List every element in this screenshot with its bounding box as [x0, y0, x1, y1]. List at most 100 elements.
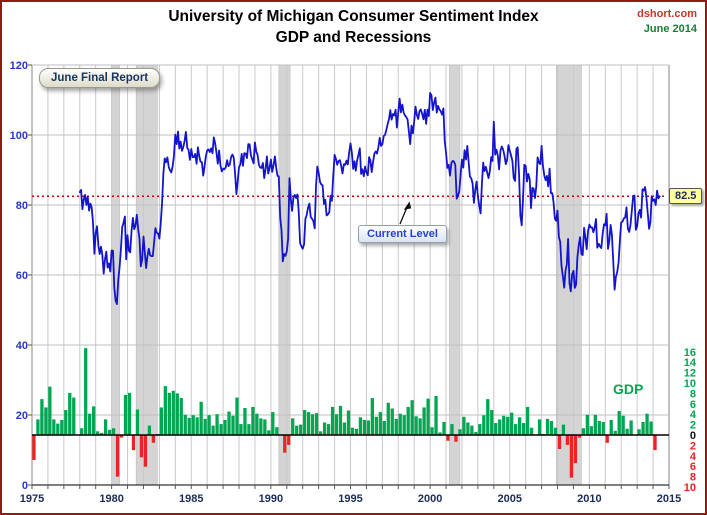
gdp-bar-negative [143, 435, 148, 467]
gdp-bar-positive [386, 402, 390, 435]
gdp-bar-positive [183, 414, 187, 435]
source-attribution: dshort.com June 2014 [637, 7, 697, 37]
gdp-bar-positive [92, 406, 96, 435]
gdp-bar-positive [645, 413, 649, 435]
gdp-bar-positive [84, 348, 88, 435]
gdp-bar-positive [641, 422, 645, 435]
right-axis-tick-label: 6 [690, 461, 696, 473]
gdp-bar-positive [291, 418, 295, 435]
gdp-bar-positive [103, 419, 108, 435]
right-axis-tick-label: 8 [690, 472, 696, 484]
gdp-bar-positive [382, 420, 386, 435]
gdp-bar-positive [299, 424, 303, 435]
gdp-bar-negative [119, 435, 124, 438]
right-axis-tick-label: 12 [684, 368, 696, 380]
right-axis-tick-label: 10 [684, 482, 696, 494]
gdp-bar-positive [295, 425, 299, 435]
x-axis-tick-label: 1980 [99, 493, 123, 505]
gdp-bar-positive [649, 421, 653, 435]
gdp-bar-positive [219, 424, 223, 435]
gdp-bar-positive [549, 420, 554, 435]
gdp-bar-positive [88, 413, 92, 435]
gdp-bar-positive [40, 399, 44, 435]
gdp-bar-positive [259, 418, 263, 435]
gdp-bar-positive [123, 394, 128, 435]
gdp-bar-positive [482, 415, 486, 435]
gdp-bar-positive [494, 423, 498, 435]
x-axis-tick-label: 2005 [498, 493, 522, 505]
gdp-bar-positive [422, 407, 426, 435]
gdp-bar-positive [175, 393, 179, 435]
sentiment-line [78, 92, 661, 306]
gdp-bar-negative [454, 435, 458, 442]
gdp-bar-positive [96, 431, 100, 435]
right-axis-tick-label: 2 [690, 440, 696, 452]
gdp-bar-positive [239, 424, 243, 435]
gdp-bar-positive [450, 424, 454, 435]
gdp-bar-negative [573, 435, 578, 464]
gdp-bar-positive [135, 409, 140, 435]
gdp-bar-positive [56, 423, 60, 435]
gdp-bar-positive [243, 407, 247, 435]
gdp-bar-positive [474, 431, 478, 435]
left-axis-tick-label: 80 [16, 200, 28, 212]
gdp-bar-positive [362, 419, 367, 435]
left-axis-tick-label: 20 [16, 410, 28, 422]
right-axis-tick-label: 16 [684, 347, 696, 359]
gdp-bar-positive [215, 414, 219, 435]
gdp-bar-positive [490, 410, 494, 435]
gdp-bar-positive [44, 407, 48, 435]
gdp-bar-positive [521, 423, 526, 435]
right-axis-tick-label: 4 [690, 451, 697, 463]
gdp-bar-positive [434, 396, 438, 435]
gdp-bar-negative [569, 435, 574, 478]
gdp-bar-positive [195, 417, 199, 435]
gdp-bar-positive [271, 412, 275, 435]
gdp-bar-positive [48, 386, 52, 435]
source-date: June 2014 [643, 23, 697, 35]
gdp-bar-positive [179, 398, 183, 435]
gdp-bar-positive [553, 427, 558, 435]
right-axis-tick-label: 14 [684, 357, 697, 369]
gdp-bar-positive [518, 417, 522, 435]
gdp-bar-positive [410, 400, 414, 435]
current-level-arrowhead [403, 201, 412, 210]
gdp-bar-positive [585, 414, 589, 435]
gdp-bar-positive [418, 418, 422, 435]
gdp-bar-positive [625, 428, 629, 435]
x-axis-tick-label: 1975 [20, 493, 44, 505]
gdp-bar-positive [370, 398, 374, 435]
left-axis-tick-label: 120 [10, 60, 28, 72]
gdp-bar-positive [462, 416, 466, 435]
gdp-bar-negative [287, 435, 291, 445]
gdp-bar-positive [247, 424, 251, 435]
gdp-bar-positive [609, 419, 613, 435]
gdp-bar-positive [378, 412, 382, 435]
gdp-bar-positive [514, 424, 518, 435]
gdp-bar-positive [99, 432, 104, 435]
gdp-bar-positive [442, 422, 446, 435]
gdp-bar-positive [617, 411, 621, 435]
gdp-bar-positive [406, 406, 410, 435]
gdp-bar-positive [111, 428, 116, 435]
gdp-bar-positive [589, 426, 593, 435]
gdp-bar-positive [394, 418, 398, 435]
gdp-bar-positive [211, 425, 215, 435]
gdp-bar-positive [64, 410, 68, 435]
gdp-bar-negative [151, 435, 156, 443]
gdp-bar-positive [510, 412, 514, 435]
gdp-bar-positive [227, 411, 231, 435]
right-axis-tick-label: 8 [690, 388, 696, 400]
current-level-callout: Current Level [358, 225, 447, 243]
gdp-bar-positive [466, 422, 470, 435]
gdp-bar-positive [506, 416, 510, 435]
gdp-bar-negative [446, 435, 450, 441]
gdp-bar-positive [478, 424, 482, 435]
x-axis-tick-label: 1985 [179, 493, 203, 505]
gdp-bar-positive [338, 405, 343, 435]
gdp-bar-positive [80, 428, 84, 435]
gdp-bar-positive [207, 415, 211, 435]
right-axis-tick-label: 0 [690, 430, 696, 442]
gdp-bar-positive [167, 392, 171, 435]
gdp-bar-positive [127, 392, 132, 435]
